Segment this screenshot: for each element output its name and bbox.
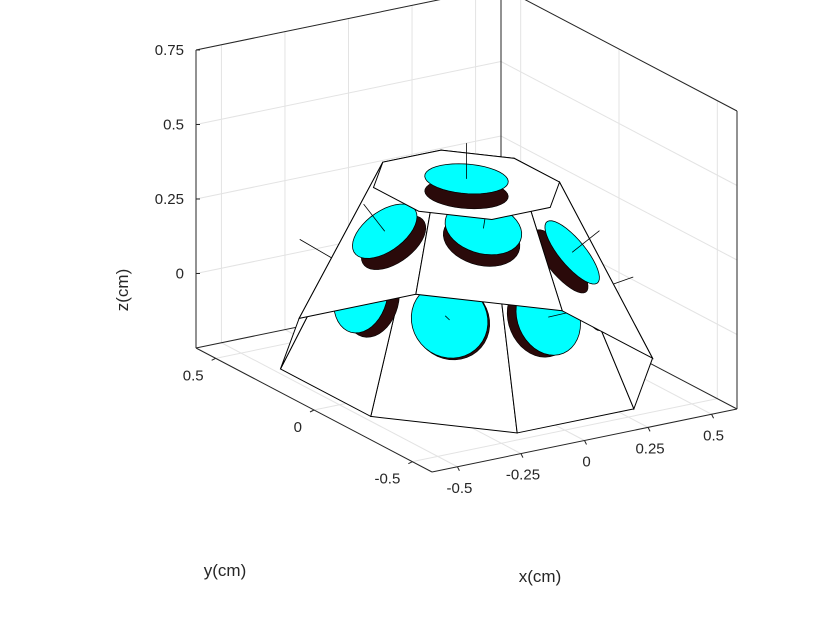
x-tick-label: -0.25 bbox=[506, 467, 540, 484]
dome-object bbox=[279, 143, 654, 434]
x-tick-mark bbox=[456, 466, 460, 471]
y-axis-label: y(cm) bbox=[204, 561, 246, 580]
normal-arrow bbox=[363, 203, 386, 232]
z-tick-label: 0.25 bbox=[155, 191, 184, 208]
axis-edge bbox=[195, 0, 441, 51]
axis-edge bbox=[524, 0, 738, 112]
x-tick-mark bbox=[647, 427, 651, 432]
grid-line bbox=[195, 135, 502, 200]
normal-arrow bbox=[444, 315, 450, 321]
grid-line bbox=[195, 61, 502, 125]
tick-labels: -0.5 -0.25 0 0.25 0.5 -0.5 0 0.5 0 0.25 0.5 0.75 bbox=[155, 42, 724, 497]
y-tick-mark bbox=[309, 409, 315, 413]
y-tick-label: 0.5 bbox=[183, 367, 204, 384]
normal-arrow bbox=[299, 239, 335, 260]
dome-side-face bbox=[513, 157, 654, 360]
z-tick-label: 0 bbox=[176, 266, 184, 283]
x-tick-label: 0 bbox=[582, 454, 590, 471]
z-tick-label: 0.75 bbox=[155, 42, 184, 59]
y-tick-mark bbox=[408, 461, 413, 465]
normal-arrow bbox=[571, 230, 600, 253]
x-tick-mark bbox=[520, 453, 524, 458]
z-axis-label: z(cm) bbox=[113, 269, 132, 311]
x-axis-label: x(cm) bbox=[519, 567, 561, 586]
x-tick-label: -0.5 bbox=[446, 480, 472, 497]
x-tick-label: 0.5 bbox=[703, 427, 724, 444]
y-tick-label: -0.5 bbox=[374, 471, 400, 488]
y-tick-label: 0 bbox=[294, 419, 302, 436]
x-tick-mark bbox=[711, 414, 715, 419]
z-tick-label: 0.5 bbox=[163, 117, 184, 134]
grid-line bbox=[500, 135, 738, 261]
grid-line bbox=[500, 61, 738, 186]
y-tick-mark bbox=[211, 357, 216, 361]
dome-top-face bbox=[372, 143, 561, 220]
x-tick-label: 0.25 bbox=[635, 440, 664, 457]
x-tick-mark bbox=[584, 440, 587, 445]
grid-line bbox=[412, 398, 718, 463]
